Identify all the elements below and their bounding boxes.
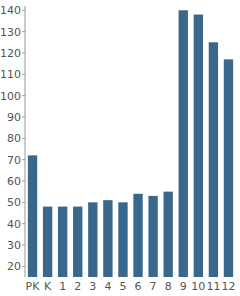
bar	[179, 10, 188, 277]
y-tick-label: 30	[7, 239, 21, 252]
x-tick-label: K	[44, 280, 52, 293]
bar	[164, 192, 173, 277]
bar	[28, 155, 37, 277]
bar	[118, 202, 127, 277]
y-tick-label: 70	[7, 154, 21, 167]
bars	[28, 10, 233, 277]
y-tick-label: 120	[0, 47, 21, 60]
bar	[73, 207, 82, 277]
x-tick-label: 4	[104, 280, 111, 293]
x-tick-label: 5	[119, 280, 126, 293]
y-tick-label: 40	[7, 218, 21, 231]
bar	[88, 202, 97, 277]
y-tick-label: 90	[7, 111, 21, 124]
y-tick-label: 50	[7, 196, 21, 209]
x-tick-label: 9	[180, 280, 187, 293]
x-tick-label: 11	[206, 280, 220, 293]
chart: 2030405060708090100110120130140PKK123456…	[0, 0, 240, 296]
bar	[103, 200, 112, 277]
bar	[224, 59, 233, 277]
y-tick-label: 60	[7, 175, 21, 188]
y-tick-label: 80	[7, 132, 21, 145]
x-tick-label: 10	[191, 280, 205, 293]
x-tick-label: PK	[26, 280, 41, 293]
x-tick-label: 2	[74, 280, 81, 293]
x-tick-label: 6	[135, 280, 142, 293]
x-tick-label: 1	[59, 280, 66, 293]
y-tick-label: 100	[0, 90, 21, 103]
y-axis	[25, 6, 26, 277]
y-tick-label: 140	[0, 4, 21, 17]
x-tick-label: 12	[221, 280, 235, 293]
x-tick-label: 3	[89, 280, 96, 293]
x-tick-label: 8	[165, 280, 172, 293]
y-tick-label: 130	[0, 26, 21, 39]
bar	[209, 42, 218, 277]
bar	[58, 207, 67, 277]
y-tick-label: 110	[0, 68, 21, 81]
x-tick-label: 7	[150, 280, 157, 293]
bar	[133, 194, 142, 277]
bar	[148, 196, 157, 277]
y-tick-label: 20	[7, 260, 21, 273]
bar	[194, 15, 203, 277]
bar	[43, 207, 52, 277]
